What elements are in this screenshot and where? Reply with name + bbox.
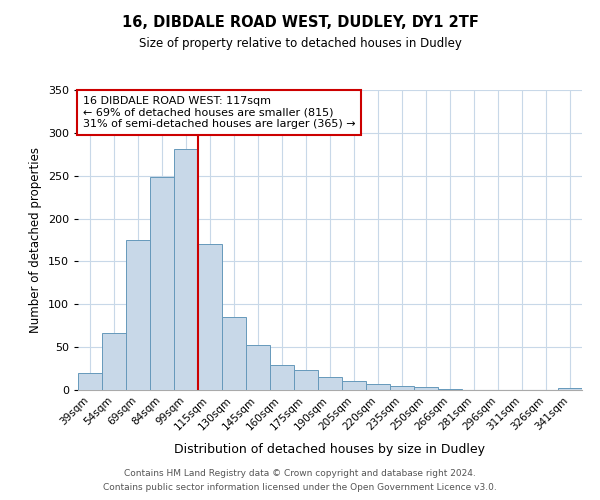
Bar	[318, 377, 342, 390]
Y-axis label: Number of detached properties: Number of detached properties	[29, 147, 42, 333]
Bar	[222, 317, 246, 390]
Bar	[438, 389, 462, 390]
Text: Contains public sector information licensed under the Open Government Licence v3: Contains public sector information licen…	[103, 484, 497, 492]
Text: Contains HM Land Registry data © Crown copyright and database right 2024.: Contains HM Land Registry data © Crown c…	[124, 468, 476, 477]
Text: 16 DIBDALE ROAD WEST: 117sqm
← 69% of detached houses are smaller (815)
31% of s: 16 DIBDALE ROAD WEST: 117sqm ← 69% of de…	[83, 96, 356, 129]
Text: 16, DIBDALE ROAD WEST, DUDLEY, DY1 2TF: 16, DIBDALE ROAD WEST, DUDLEY, DY1 2TF	[122, 15, 478, 30]
Bar	[78, 373, 102, 390]
Bar	[246, 346, 270, 390]
Bar	[174, 149, 198, 390]
Bar	[150, 176, 174, 390]
Bar	[102, 332, 126, 390]
Bar	[342, 382, 366, 390]
Bar	[294, 370, 318, 390]
Bar	[414, 386, 438, 390]
Bar	[126, 240, 150, 390]
Text: Size of property relative to detached houses in Dudley: Size of property relative to detached ho…	[139, 38, 461, 51]
Bar	[390, 386, 414, 390]
Bar	[270, 365, 294, 390]
X-axis label: Distribution of detached houses by size in Dudley: Distribution of detached houses by size …	[175, 443, 485, 456]
Bar	[366, 384, 390, 390]
Bar	[198, 244, 222, 390]
Bar	[558, 388, 582, 390]
